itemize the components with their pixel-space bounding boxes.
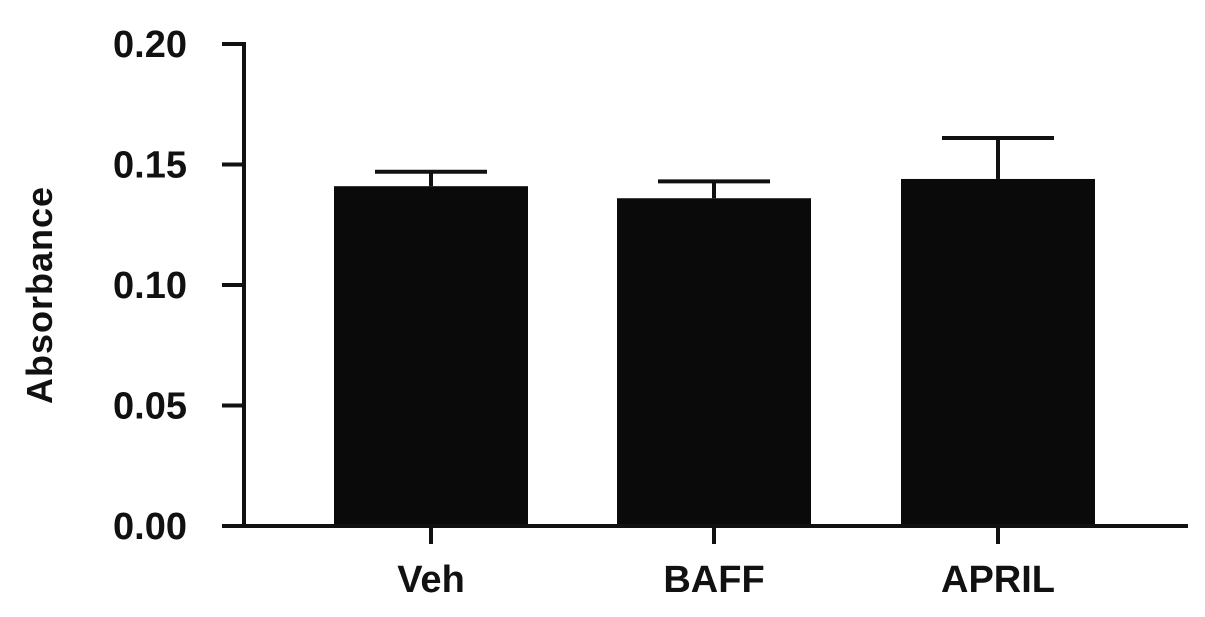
- x-tick-label-april: APRIL: [941, 559, 1055, 601]
- y-tick-label: 0.05: [113, 386, 187, 428]
- bars-group: [334, 178, 1095, 527]
- y-tick-label: 0.15: [113, 145, 187, 187]
- bar-april: [901, 178, 1095, 526]
- y-axis-title: Absorbance: [19, 186, 60, 404]
- bar-baff: [617, 198, 811, 527]
- bar-veh: [334, 186, 528, 526]
- y-tick-label: 0.20: [113, 24, 187, 66]
- x-ticks-group: Veh BAFF APRIL: [397, 526, 1055, 601]
- x-tick-label-veh: Veh: [397, 559, 465, 601]
- x-tick-label-baff: BAFF: [663, 559, 764, 601]
- error-bars-group: [375, 135, 1054, 199]
- y-tick-label: 0.10: [113, 265, 187, 307]
- y-ticks-group: 0.00 0.05 0.10 0.15 0.20: [113, 24, 244, 548]
- y-tick-label: 0.00: [113, 506, 187, 548]
